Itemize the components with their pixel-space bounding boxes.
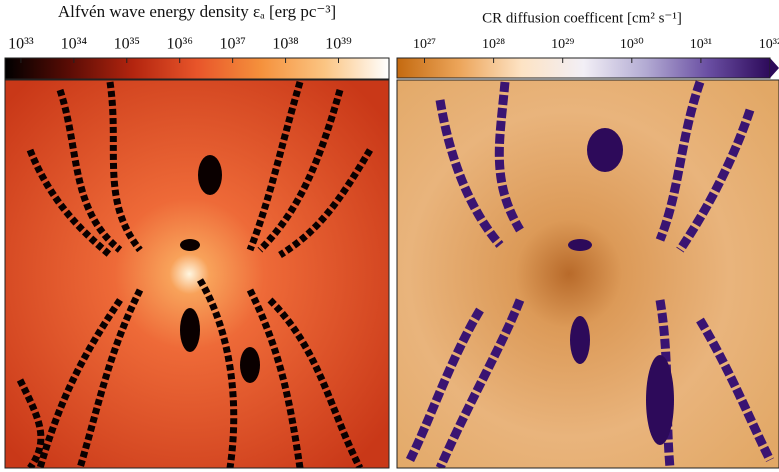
colorbar-tick-label: 10³³ bbox=[8, 36, 34, 53]
colorbar-tick-label: 10³² bbox=[759, 37, 779, 52]
colorbar-tick-label: 10³⁶ bbox=[167, 36, 193, 53]
colorbar-tick-label: 10²⁹ bbox=[551, 37, 574, 52]
colorbar-tick-label: 10²⁷ bbox=[413, 37, 436, 52]
colorbar bbox=[396, 57, 771, 79]
diffusion-map bbox=[397, 80, 779, 468]
colorbar-tick-label: 10³⁰ bbox=[620, 37, 644, 52]
colorbar-tick-label: 10³⁹ bbox=[325, 36, 352, 53]
panel-title: Alfvén wave energy density εₐ [erg pc⁻³] bbox=[58, 2, 336, 21]
colorbar-tick-label: 10³⁸ bbox=[272, 36, 298, 53]
colorbar-tick-label: 10³¹ bbox=[690, 37, 712, 52]
colorbar-tick-label: 10²⁸ bbox=[482, 37, 505, 52]
colorbar-tick-label: 10³⁵ bbox=[114, 36, 140, 53]
colorbar-tick-label: 10³⁷ bbox=[219, 36, 245, 53]
colorbar-extension bbox=[770, 58, 779, 78]
energy-map bbox=[5, 80, 389, 468]
panel-title: CR diffusion coefficent [cm² s⁻¹] bbox=[482, 10, 682, 26]
colorbar-tick-label: 10³⁴ bbox=[61, 36, 88, 53]
colorbar bbox=[4, 57, 390, 80]
